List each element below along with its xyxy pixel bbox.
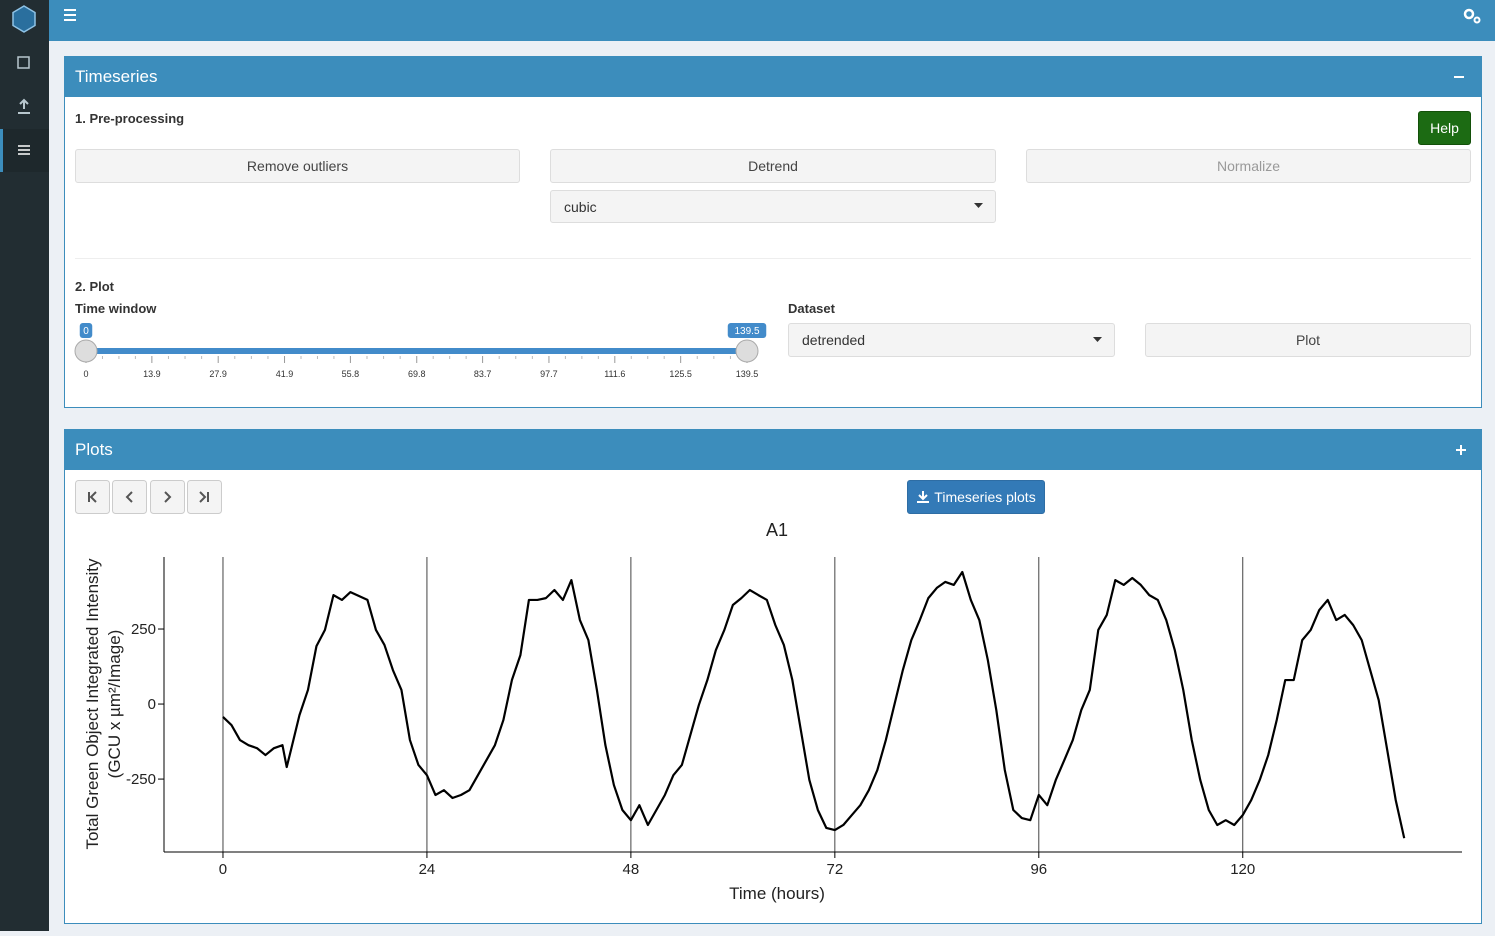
- settings-icon-small: [1473, 16, 1481, 24]
- divider: [75, 258, 1471, 259]
- button-text: Timeseries plots: [934, 489, 1036, 505]
- field-label: Dataset: [788, 301, 835, 316]
- y-axis-label: (GCU x µm²/Image): [105, 630, 124, 779]
- slider-value-bubble: [79, 323, 93, 338]
- dataset-select[interactable]: detrended: [788, 323, 1115, 357]
- calendar-icon[interactable]: [17, 56, 30, 69]
- detrend-method-select[interactable]: cubic: [550, 190, 996, 223]
- slider-value: 139.5: [734, 326, 759, 337]
- slider-tick-label: 55.8: [342, 369, 360, 379]
- detrend-button[interactable]: Detrend: [550, 149, 996, 183]
- x-axis-label: Time (hours): [729, 884, 825, 903]
- x-tick-label: 96: [1030, 861, 1047, 878]
- data-line: [222, 570, 1406, 839]
- menu-toggle[interactable]: [64, 9, 76, 21]
- box-title: Plots: [75, 440, 113, 459]
- slider-tick-label: 111.6: [604, 369, 625, 379]
- slider-tick-label: 83.7: [474, 369, 492, 379]
- slider-value-bubble: [727, 323, 767, 338]
- plot-button[interactable]: Plot: [1145, 323, 1471, 357]
- section-heading: 2. Plot: [75, 279, 115, 294]
- select-value: cubic: [564, 198, 597, 215]
- y-tick-label: -250: [126, 771, 156, 788]
- plots-box: Plots: [64, 429, 1482, 924]
- x-tick-label: 48: [623, 861, 640, 878]
- sliders-icon: [18, 145, 30, 155]
- download-button[interactable]: Timeseries plots: [907, 480, 1045, 514]
- slider-handle[interactable]: [735, 339, 759, 363]
- download-icon: [917, 491, 930, 503]
- x-tick-label: 120: [1230, 861, 1255, 878]
- select-caret: [1093, 337, 1102, 342]
- plot-navigation: [75, 480, 222, 514]
- next-icon: [164, 491, 172, 503]
- header-icons: [64, 8, 1481, 24]
- field-label: Time window: [75, 301, 157, 316]
- sidebar-icons: [0, 5, 49, 172]
- chart: A1 0 24 48 72 96 120 -250 0 250 Time (hours) Total …: [83, 520, 1462, 903]
- slider-tick-label: 139.5: [736, 369, 759, 379]
- help-button[interactable]: Help: [1418, 111, 1471, 145]
- sidebar: [0, 0, 49, 931]
- section-heading: 1. Pre-processing: [75, 111, 185, 126]
- box-title: Timeseries: [75, 67, 158, 86]
- slider-value: 0: [83, 326, 89, 337]
- last-icon: [199, 491, 209, 503]
- x-tick-label: 24: [419, 861, 436, 878]
- slider-tick-label: 13.9: [143, 369, 161, 379]
- logo[interactable]: [12, 5, 36, 33]
- slider-tick-label: 97.7: [540, 369, 558, 379]
- box-header: Timeseries: [65, 57, 1481, 97]
- time-slider[interactable]: 0 13.9 27.9 41.9 55.8 69.8 83.7 97.7 111.6 125.5 1…: [70, 320, 780, 385]
- upload-icon[interactable]: [18, 98, 30, 114]
- slider-tick-label: 27.9: [209, 369, 227, 379]
- select-caret: [974, 203, 983, 208]
- slider-tick-label: 0: [83, 369, 88, 379]
- remove-outliers-button[interactable]: Remove outliers: [75, 149, 520, 183]
- slider-tick-label: 41.9: [276, 369, 294, 379]
- collapse-button[interactable]: [1454, 76, 1464, 78]
- next-button[interactable]: [150, 480, 185, 514]
- x-tick-label: 0: [219, 861, 227, 878]
- chart-title: A1: [766, 520, 788, 540]
- settings-icon[interactable]: [1463, 8, 1475, 20]
- slider-bar: [86, 348, 747, 354]
- y-tick-label: 0: [148, 696, 156, 713]
- first-icon: [88, 491, 97, 503]
- slider-tick-label: 69.8: [408, 369, 426, 379]
- y-axis-label: Total Green Object Integrated Intensity: [83, 558, 102, 850]
- slider-tick-label: 125.5: [669, 369, 692, 379]
- x-tick-label: 72: [826, 861, 843, 878]
- prev-icon: [125, 491, 133, 503]
- first-button[interactable]: [75, 480, 110, 514]
- normalize-button: Normalize: [1026, 149, 1471, 183]
- top-header: [49, 0, 1495, 41]
- prev-button[interactable]: [112, 480, 147, 514]
- expand-button-bar: [1460, 445, 1462, 455]
- active-marker: [0, 129, 3, 172]
- select-value: detrended: [802, 332, 866, 348]
- box-header: Plots: [65, 430, 1481, 470]
- y-tick-label: 250: [131, 621, 156, 638]
- slider-handle[interactable]: [74, 339, 98, 363]
